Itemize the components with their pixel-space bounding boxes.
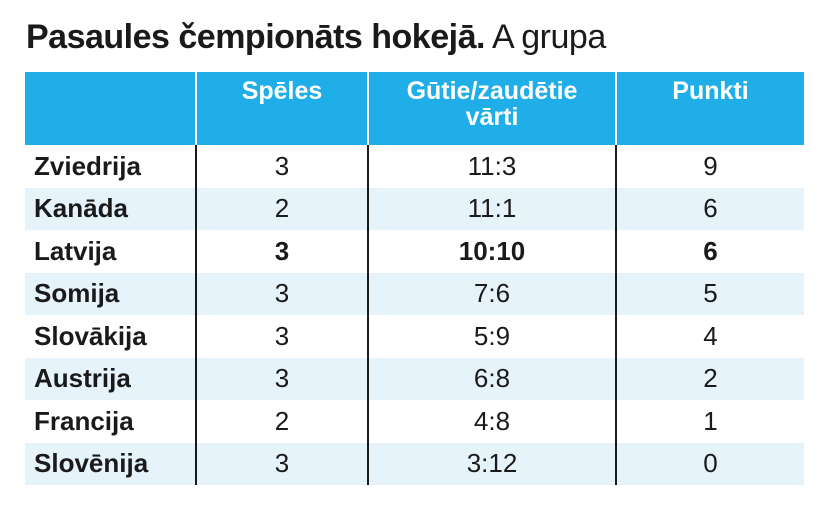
table-row: Slovākija 3 5:9 4 — [25, 315, 804, 358]
table-row: Slovēnija 3 3:12 0 — [25, 442, 804, 485]
cell-points: 6 — [615, 230, 804, 273]
cell-team: Slovākija — [25, 315, 196, 358]
cell-team: Austrija — [25, 357, 196, 400]
cell-goals: 7:6 — [367, 272, 616, 315]
cell-games: 3 — [195, 272, 368, 315]
cell-games: 3 — [195, 145, 368, 188]
cell-points: 9 — [615, 145, 804, 188]
header-games-label: Spēles — [241, 77, 323, 105]
cell-games: 3 — [195, 357, 368, 400]
cell-goals: 3:12 — [367, 442, 616, 485]
header-points: Punkti — [615, 72, 804, 145]
cell-points: 1 — [615, 400, 804, 443]
cell-goals: 10:10 — [367, 230, 616, 273]
table-row: Austrija 3 6:8 2 — [25, 357, 804, 400]
standings-table: Spēles Gūtie/zaudētie vārti Punkti Zvied… — [25, 72, 804, 485]
cell-goals: 4:8 — [367, 400, 616, 443]
title-main: Pasaules čempionāts hokejā. — [26, 18, 485, 56]
cell-games: 3 — [195, 315, 368, 358]
header-games: Spēles — [195, 72, 368, 145]
cell-goals: 11:1 — [367, 187, 616, 230]
page-title: Pasaules čempionāts hokejā. A grupa — [26, 14, 606, 60]
table-row: Somija 3 7:6 5 — [25, 272, 804, 315]
table-header: Spēles Gūtie/zaudētie vārti Punkti — [25, 72, 804, 145]
header-goals-label-line1: Gūtie/zaudētie — [406, 77, 578, 105]
table-row: Zviedrija 3 11:3 9 — [25, 145, 804, 188]
cell-team: Francija — [25, 400, 196, 443]
cell-games: 2 — [195, 400, 368, 443]
header-goals: Gūtie/zaudētie vārti — [367, 72, 616, 145]
cell-games: 3 — [195, 230, 368, 273]
cell-team: Slovēnija — [25, 442, 196, 485]
cell-games: 3 — [195, 442, 368, 485]
table-row-highlighted: Latvija 3 10:10 6 — [25, 230, 804, 273]
cell-games: 2 — [195, 187, 368, 230]
table-row: Francija 2 4:8 1 — [25, 400, 804, 443]
header-goals-label-line2: vārti — [465, 103, 519, 131]
title-group: A grupa — [492, 18, 606, 56]
cell-points: 4 — [615, 315, 804, 358]
cell-points: 5 — [615, 272, 804, 315]
cell-team: Kanāda — [25, 187, 196, 230]
cell-goals: 5:9 — [367, 315, 616, 358]
table-body: Zviedrija 3 11:3 9 Kanāda 2 11:1 6 Latvi… — [25, 145, 804, 485]
header-row: Spēles Gūtie/zaudētie vārti Punkti — [25, 72, 804, 145]
cell-points: 6 — [615, 187, 804, 230]
cell-points: 2 — [615, 357, 804, 400]
cell-team: Somija — [25, 272, 196, 315]
cell-goals: 11:3 — [367, 145, 616, 188]
cell-team: Zviedrija — [25, 145, 196, 188]
table-row: Kanāda 2 11:1 6 — [25, 187, 804, 230]
cell-team: Latvija — [25, 230, 196, 273]
header-team — [25, 72, 196, 145]
header-points-label: Punkti — [672, 77, 749, 105]
cell-points: 0 — [615, 442, 804, 485]
cell-goals: 6:8 — [367, 357, 616, 400]
